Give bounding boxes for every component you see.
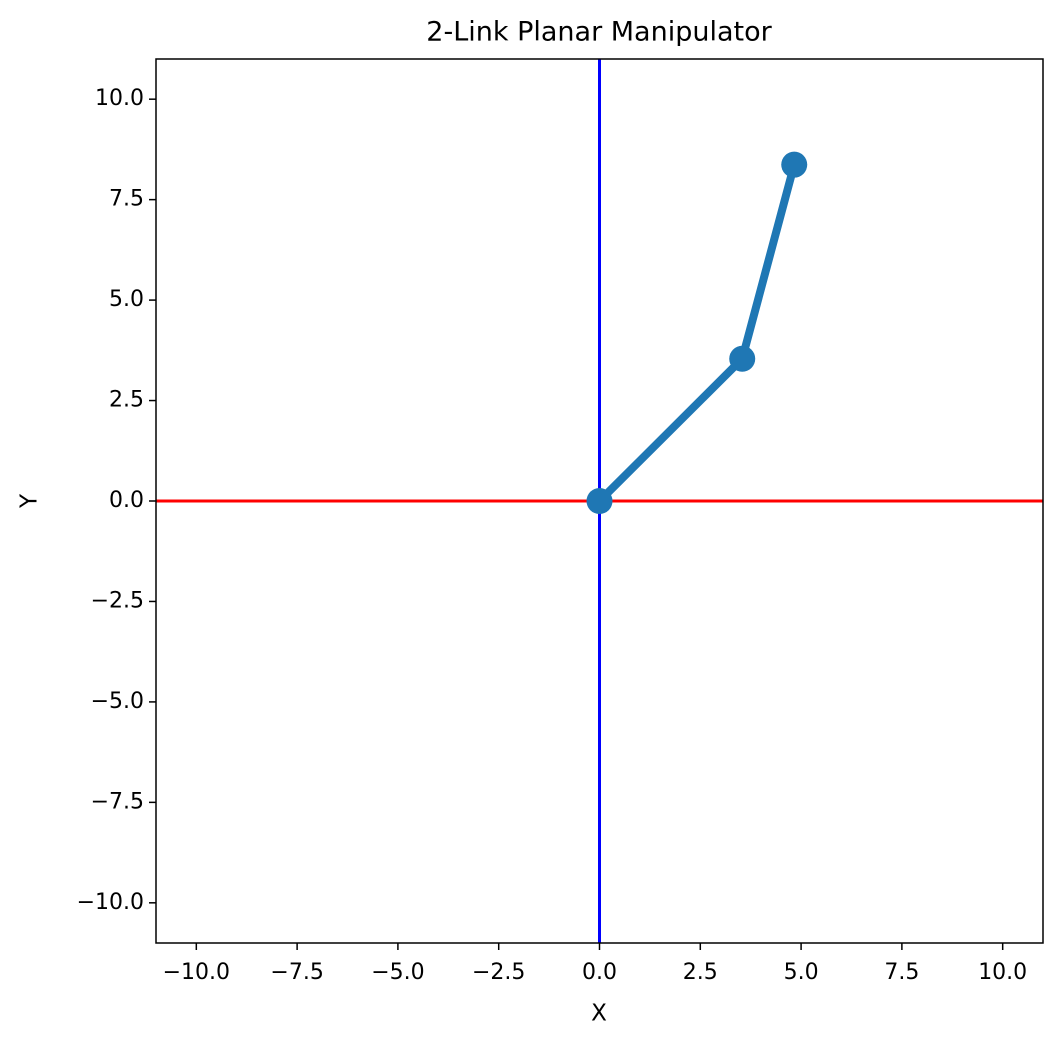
plot-frame — [155, 58, 1044, 944]
x-tick-label: 10.0 — [978, 960, 1027, 985]
y-tick-label: −10.0 — [77, 890, 144, 915]
y-tick-label: 7.5 — [109, 187, 144, 212]
y-tick-label: 5.0 — [109, 287, 144, 312]
x-tick-label: −5.0 — [371, 960, 424, 985]
x-tick-label: 0.0 — [582, 960, 617, 985]
x-tick-label: 7.5 — [884, 960, 919, 985]
chart-title: 2-Link Planar Manipulator — [426, 17, 772, 48]
y-tick-label: −2.5 — [91, 588, 144, 613]
series-marker — [729, 345, 756, 372]
x-tick-label: 5.0 — [784, 960, 819, 985]
series-marker — [781, 151, 808, 178]
y-axis-label: Y — [17, 493, 43, 509]
x-tick-label: −10.0 — [163, 960, 230, 985]
x-tick-label: −2.5 — [472, 960, 525, 985]
y-tick-label: 10.0 — [95, 86, 144, 111]
y-tick-label: −5.0 — [91, 689, 144, 714]
y-tick-label: −7.5 — [91, 789, 144, 814]
x-tick-label: 2.5 — [683, 960, 718, 985]
x-axis-label: X — [591, 1001, 607, 1027]
series-marker — [586, 488, 613, 514]
y-tick-label: 0.0 — [109, 488, 144, 513]
x-tick-label: −7.5 — [270, 960, 323, 985]
y-tick-label: 2.5 — [109, 388, 144, 413]
